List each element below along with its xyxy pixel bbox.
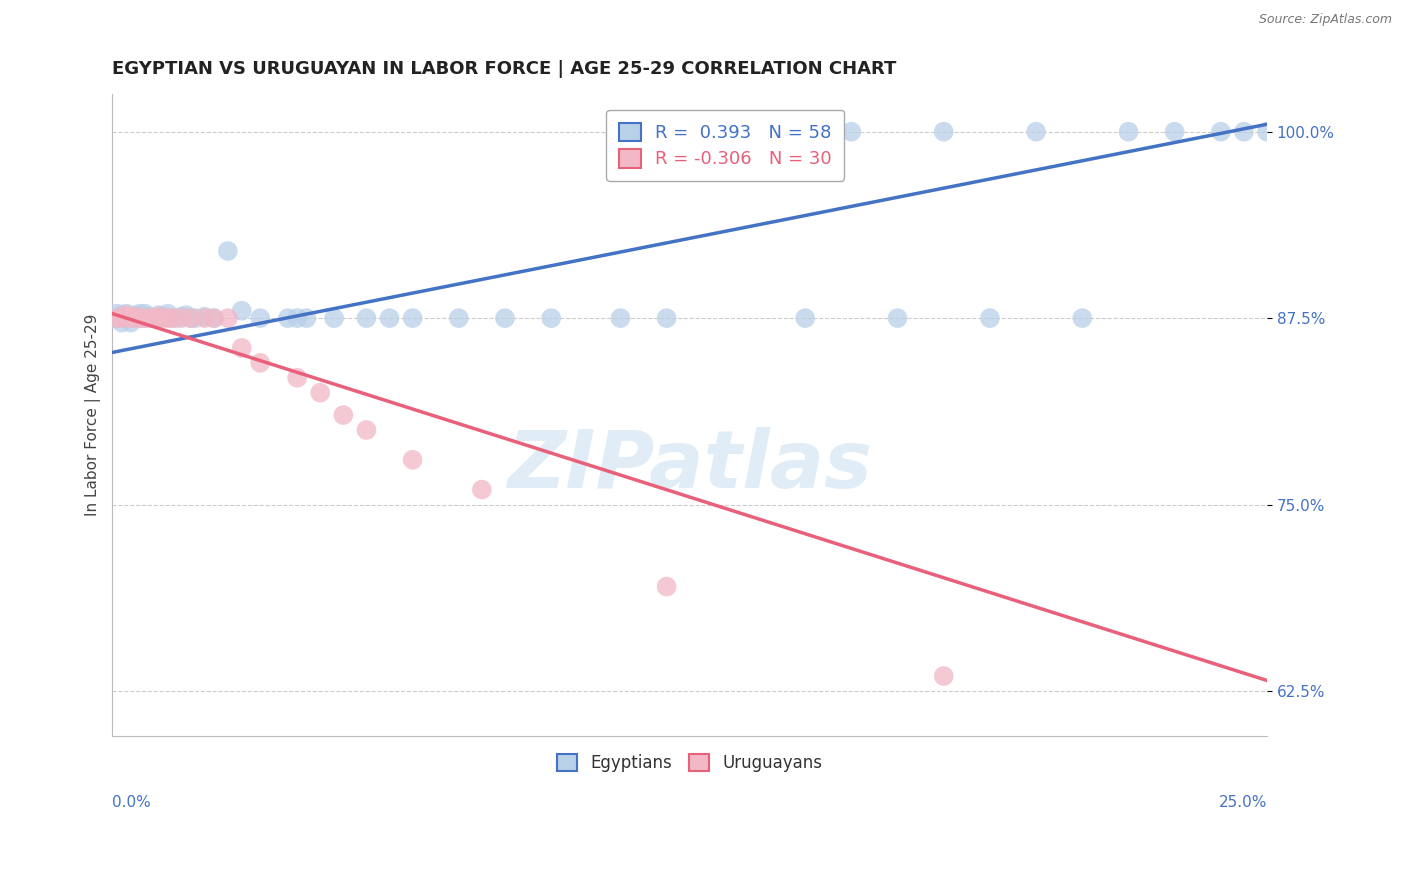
Point — [138, 310, 160, 324]
Point — [194, 311, 217, 326]
Point — [295, 311, 318, 326]
Point — [124, 311, 146, 326]
Point — [249, 356, 271, 370]
Point — [115, 310, 138, 324]
Point — [115, 307, 138, 321]
Point — [1071, 311, 1094, 326]
Point — [979, 311, 1001, 326]
Point — [129, 311, 152, 326]
Point — [115, 308, 138, 322]
Point — [105, 311, 128, 326]
Point — [217, 244, 239, 258]
Point — [1256, 125, 1278, 139]
Point — [356, 311, 378, 326]
Point — [447, 311, 470, 326]
Point — [162, 311, 184, 326]
Point — [277, 311, 299, 326]
Text: EGYPTIAN VS URUGUAYAN IN LABOR FORCE | AGE 25-29 CORRELATION CHART: EGYPTIAN VS URUGUAYAN IN LABOR FORCE | A… — [112, 60, 897, 78]
Point — [120, 316, 142, 330]
Point — [105, 307, 128, 321]
Point — [202, 311, 225, 326]
Point — [194, 310, 217, 324]
Point — [105, 311, 128, 326]
Legend: Egyptians, Uruguayans: Egyptians, Uruguayans — [551, 747, 830, 779]
Point — [162, 311, 184, 326]
Text: Source: ZipAtlas.com: Source: ZipAtlas.com — [1258, 13, 1392, 27]
Text: ZIPatlas: ZIPatlas — [508, 427, 872, 506]
Point — [841, 125, 863, 139]
Point — [115, 310, 138, 324]
Point — [886, 311, 908, 326]
Text: 0.0%: 0.0% — [112, 796, 152, 810]
Point — [180, 311, 202, 326]
Point — [332, 408, 354, 422]
Text: 25.0%: 25.0% — [1219, 796, 1267, 810]
Point — [356, 423, 378, 437]
Point — [148, 308, 170, 322]
Point — [120, 311, 142, 326]
Point — [249, 311, 271, 326]
Point — [143, 311, 166, 326]
Point — [134, 311, 156, 326]
Point — [156, 311, 179, 326]
Point — [285, 311, 308, 326]
Point — [134, 307, 156, 321]
Point — [794, 311, 817, 326]
Point — [494, 311, 516, 326]
Point — [148, 311, 170, 326]
Point — [120, 311, 142, 326]
Y-axis label: In Labor Force | Age 25-29: In Labor Force | Age 25-29 — [86, 314, 101, 516]
Point — [124, 311, 146, 326]
Point — [111, 316, 134, 330]
Point — [932, 669, 955, 683]
Point — [111, 311, 134, 326]
Point — [111, 308, 134, 322]
Point — [129, 307, 152, 321]
Point — [148, 310, 170, 324]
Point — [217, 311, 239, 326]
Point — [170, 311, 193, 326]
Point — [231, 341, 253, 355]
Point — [202, 311, 225, 326]
Point — [143, 311, 166, 326]
Point — [932, 125, 955, 139]
Point — [1233, 125, 1256, 139]
Point — [176, 308, 198, 322]
Point — [134, 311, 156, 326]
Point — [170, 310, 193, 324]
Point — [401, 311, 423, 326]
Point — [184, 311, 207, 326]
Point — [180, 311, 202, 326]
Point — [285, 371, 308, 385]
Point — [124, 308, 146, 322]
Point — [609, 311, 631, 326]
Point — [231, 303, 253, 318]
Point — [309, 385, 332, 400]
Point — [115, 311, 138, 326]
Point — [540, 311, 562, 326]
Point — [138, 311, 160, 326]
Point — [1163, 125, 1185, 139]
Point — [1025, 125, 1047, 139]
Point — [152, 310, 174, 324]
Point — [323, 311, 346, 326]
Point — [111, 311, 134, 326]
Point — [655, 580, 678, 594]
Point — [124, 310, 146, 324]
Point — [401, 452, 423, 467]
Point — [471, 483, 494, 497]
Point — [1118, 125, 1140, 139]
Point — [655, 311, 678, 326]
Point — [156, 307, 179, 321]
Point — [152, 311, 174, 326]
Point — [166, 311, 188, 326]
Point — [378, 311, 401, 326]
Point — [129, 311, 152, 326]
Point — [1209, 125, 1232, 139]
